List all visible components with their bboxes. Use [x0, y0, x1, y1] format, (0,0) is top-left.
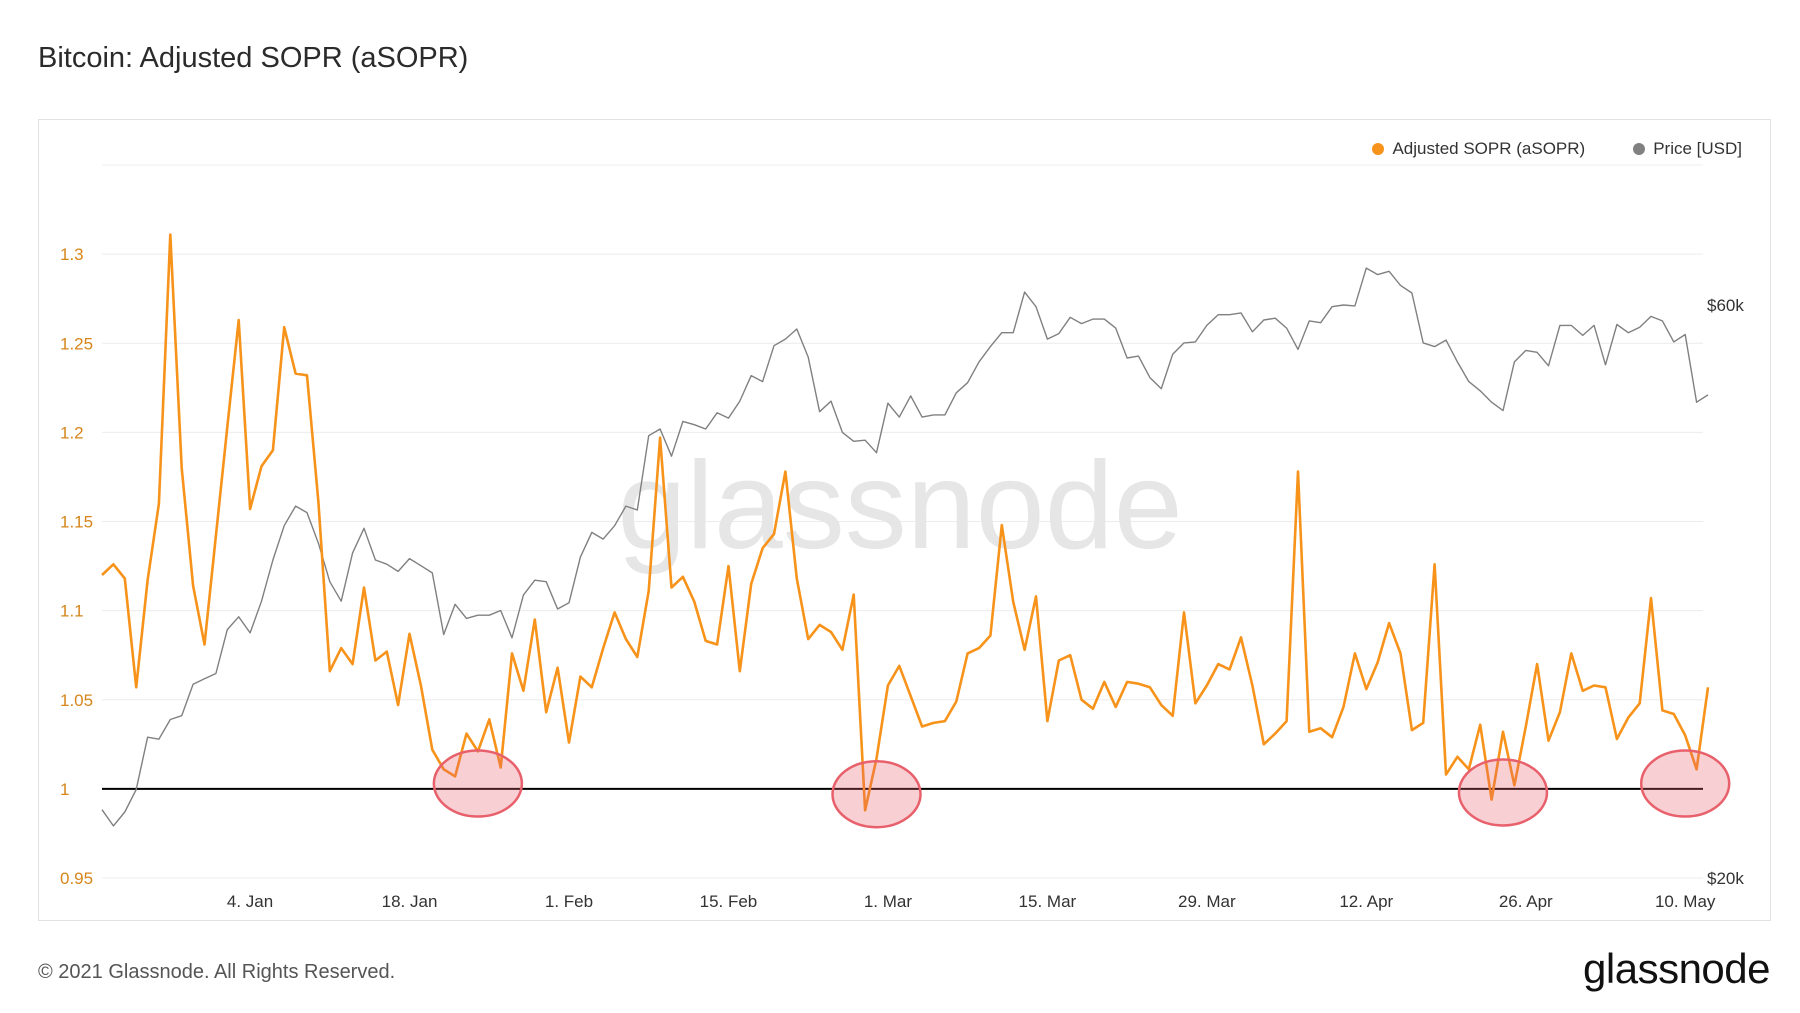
- page-title: Bitcoin: Adjusted SOPR (aSOPR): [38, 42, 469, 74]
- x-tick-label: 10. May: [1655, 892, 1716, 911]
- y-left-tick-label: 1.2: [60, 423, 84, 442]
- watermark: glassnode: [617, 437, 1182, 575]
- x-tick-label: 29. Mar: [1178, 892, 1236, 911]
- x-tick-label: 4. Jan: [227, 892, 273, 911]
- asopr-dot-icon: [1372, 143, 1385, 155]
- highlight-circle: [1639, 749, 1731, 818]
- highlight-circle: [1457, 758, 1549, 827]
- highlight-circle: [432, 749, 524, 818]
- legend-item-price[interactable]: Price [USD]: [1633, 139, 1742, 159]
- left-axis-ticks: 0.95 1 1.05 1.1 1.15 1.2 1.25 1.3: [60, 245, 93, 888]
- price-series: [101, 267, 1709, 827]
- x-tick-label: 12. Apr: [1339, 892, 1393, 911]
- legend-item-asopr[interactable]: Adjusted SOPR (aSOPR): [1372, 139, 1585, 159]
- highlight-circle: [831, 759, 922, 829]
- y-right-tick-label: $60k: [1707, 296, 1744, 315]
- footer-copyright: © 2021 Glassnode. All Rights Reserved.: [38, 961, 396, 983]
- right-axis-ticks: $20k $60k: [1707, 296, 1744, 888]
- price-dot-icon: [1633, 143, 1646, 155]
- y-left-tick-label: 1: [60, 780, 69, 799]
- x-tick-label: 15. Feb: [700, 892, 758, 911]
- chart-frame: [38, 119, 1771, 921]
- asopr-series: [101, 233, 1710, 812]
- x-tick-label: 15. Mar: [1019, 892, 1077, 911]
- legend-label-asopr: Adjusted SOPR (aSOPR): [1392, 139, 1586, 158]
- y-left-tick-label: 1.3: [60, 245, 84, 264]
- x-tick-label: 1. Mar: [864, 892, 913, 911]
- y-right-tick-label: $20k: [1707, 869, 1744, 888]
- x-tick-label: 18. Jan: [382, 892, 438, 911]
- y-left-tick-label: 1.05: [60, 691, 93, 710]
- y-left-tick-label: 0.95: [60, 869, 93, 888]
- x-axis-ticks: 4. Jan 18. Jan 1. Feb 15. Feb 1. Mar 15. Mar 2…: [227, 892, 1716, 911]
- x-tick-label: 1. Feb: [545, 892, 593, 911]
- y-left-tick-label: 1.15: [60, 513, 93, 532]
- price-line: [101, 267, 1709, 827]
- asopr-line: [101, 233, 1710, 812]
- x-tick-label: 26. Apr: [1499, 892, 1553, 911]
- y-left-tick-label: 1.1: [60, 602, 84, 621]
- legend: Adjusted SOPR (aSOPR) Price [USD]: [1372, 139, 1742, 159]
- footer-logo[interactable]: glassnode: [1583, 945, 1770, 992]
- legend-label-price: Price [USD]: [1653, 139, 1742, 158]
- highlight-circles: [432, 749, 1731, 829]
- y-left-tick-label: 1.25: [60, 334, 93, 353]
